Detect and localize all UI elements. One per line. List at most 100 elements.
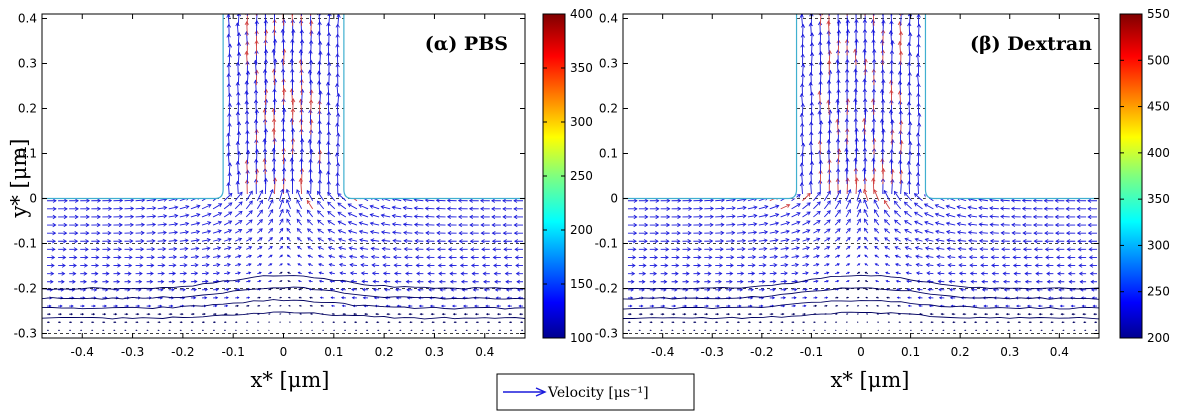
velocity-arrow: [791, 280, 798, 283]
velocity-arrow-head: [290, 18, 295, 23]
velocity-arrow-head: [74, 222, 79, 228]
velocity-arrow: [810, 82, 812, 96]
y-tick-label: -0.1: [595, 237, 618, 251]
velocity-arrow-head: [262, 157, 267, 163]
velocity-arrow-head: [513, 198, 518, 203]
velocity-arrow-head: [904, 237, 909, 242]
velocity-arrow: [338, 247, 347, 250]
velocity-arrow: [834, 190, 841, 201]
velocity-arrow-head: [310, 321, 313, 323]
legend: Velocity [μs⁻¹]: [496, 373, 695, 411]
x-tick-label: 0: [280, 345, 288, 359]
velocity-arrow-head: [413, 222, 418, 227]
velocity-arrow-head: [906, 288, 910, 292]
velocity-arrow-head: [480, 206, 485, 211]
velocity-arrow-head: [983, 304, 987, 308]
velocity-arrow-head: [296, 237, 301, 241]
y-tick-label: -0.3: [14, 327, 37, 341]
velocity-arrow-head: [353, 312, 356, 316]
velocity-arrow: [392, 206, 402, 210]
velocity-arrow-head: [207, 221, 212, 226]
velocity-arrow-head: [102, 329, 105, 332]
x-tick-label: -0.2: [750, 345, 773, 359]
velocity-arrow-head: [306, 199, 311, 205]
velocity-arrow-head: [893, 200, 898, 205]
velocity-arrow-head: [884, 237, 889, 241]
velocity-arrow-head: [503, 247, 508, 252]
velocity-arrow-head: [370, 254, 375, 260]
velocity-arrow: [403, 223, 413, 226]
velocity-arrow-head: [263, 128, 269, 133]
velocity-arrow-head: [895, 263, 899, 267]
velocity-arrow-head: [375, 312, 378, 316]
velocity-arrow-head: [784, 262, 789, 268]
velocity-arrow: [905, 246, 912, 250]
velocity-arrow: [846, 168, 848, 185]
velocity-arrow-head: [204, 296, 208, 300]
velocity-arrow: [891, 119, 893, 135]
velocity-arrow-head: [508, 312, 511, 316]
velocity-arrow-head: [883, 219, 889, 224]
velocity-arrow-head: [898, 159, 903, 164]
y-tick-label: 0.4: [18, 12, 37, 26]
channel-wall-right: [924, 14, 1099, 200]
velocity-arrow: [915, 255, 923, 258]
y-tick-label: -0.2: [14, 282, 37, 296]
velocity-arrow: [179, 239, 189, 242]
velocity-arrow-head: [924, 220, 929, 225]
velocity-arrow-head: [699, 206, 704, 211]
velocity-arrow-head: [836, 128, 841, 133]
velocity-arrow-head: [237, 271, 241, 275]
velocity-arrow-head: [457, 206, 462, 211]
velocity-arrow: [863, 118, 866, 135]
velocity-arrow-head: [1065, 206, 1070, 211]
velocity-arrow: [810, 181, 812, 195]
velocity-arrow: [227, 133, 230, 145]
velocity-arrow-head: [237, 3, 241, 6]
velocity-arrow-head: [752, 246, 757, 252]
velocity-arrow: [834, 219, 841, 226]
velocity-arrow-head: [654, 255, 659, 260]
velocity-arrow-head: [903, 191, 908, 197]
velocity-arrow-head: [1090, 288, 1095, 292]
velocity-arrow-head: [1013, 271, 1018, 276]
velocity-arrow-head: [696, 271, 701, 276]
velocity-arrow-head: [1000, 206, 1005, 211]
velocity-arrow: [926, 272, 934, 275]
y-tick-label: 0.4: [599, 12, 618, 26]
velocity-arrow: [246, 246, 252, 250]
velocity-arrow-head: [749, 312, 752, 316]
velocity-arrow: [780, 247, 789, 250]
velocity-arrow-head: [917, 296, 921, 300]
velocity-arrow: [279, 228, 284, 234]
velocity-arrow: [828, 120, 831, 135]
velocity-arrow-head: [991, 263, 996, 268]
velocity-arrow: [224, 280, 230, 283]
velocity-arrow: [135, 199, 145, 202]
velocity-arrow: [347, 203, 358, 210]
velocity-arrow: [224, 263, 231, 266]
velocity-arrow-head: [92, 321, 95, 324]
velocity-arrow-head: [288, 313, 291, 315]
velocity-arrow: [1000, 199, 1010, 202]
velocity-arrow: [264, 158, 266, 175]
velocity-arrow: [310, 20, 312, 36]
velocity-arrow: [908, 102, 911, 115]
velocity-arrow-head: [224, 329, 227, 331]
velocity-arrow: [224, 246, 232, 250]
velocity-arrow-head: [854, 10, 858, 13]
velocity-arrow: [273, 178, 276, 195]
velocity-arrow-head: [815, 279, 819, 283]
velocity-arrow-head: [104, 304, 108, 308]
velocity-arrow-head: [991, 271, 996, 276]
velocity-arrow: [780, 255, 789, 258]
velocity-arrow-head: [217, 229, 222, 234]
velocity-arrow: [317, 200, 325, 210]
velocity-arrow-head: [708, 255, 713, 260]
velocity-arrow: [845, 246, 851, 250]
velocity-arrow-head: [430, 312, 433, 316]
velocity-arrow-head: [799, 182, 805, 187]
velocity-arrow-head: [853, 88, 858, 93]
velocity-arrow-head: [907, 131, 912, 136]
